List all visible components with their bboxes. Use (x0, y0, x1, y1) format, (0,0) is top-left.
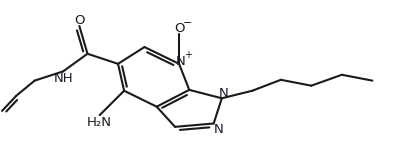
Text: N: N (214, 123, 223, 136)
Text: H₂N: H₂N (87, 116, 112, 129)
Text: N: N (219, 87, 229, 100)
Text: −: − (182, 18, 192, 28)
Text: O: O (74, 14, 85, 27)
Text: O: O (174, 22, 184, 35)
Text: N: N (176, 55, 186, 68)
Text: +: + (184, 50, 192, 60)
Text: NH: NH (53, 72, 73, 85)
